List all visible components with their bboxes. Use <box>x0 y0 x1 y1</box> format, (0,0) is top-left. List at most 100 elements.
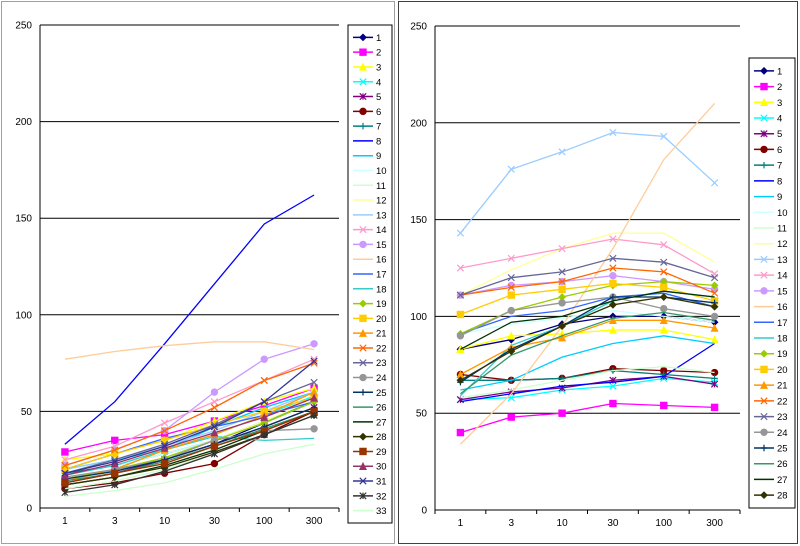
legend-label: 27 <box>376 417 387 428</box>
data-point-22 <box>660 268 668 276</box>
legend-label: 6 <box>777 145 782 156</box>
data-point-19 <box>710 281 719 290</box>
data-point-28 <box>609 300 617 309</box>
chart-right: 0 50 100 150 200 250 1 3 10 30 100 300 1 2 3 4 5 6 7 8 9 10 11… <box>398 1 798 544</box>
data-point-32 <box>310 411 318 419</box>
legend-entry-11: 11 <box>353 181 386 192</box>
legend-marker <box>760 444 768 452</box>
legend-marker <box>759 97 769 106</box>
legend-entry-17: 17 <box>754 318 788 329</box>
legend-label: 23 <box>777 412 788 423</box>
data-point-4 <box>609 382 617 390</box>
legend-label: 5 <box>376 92 381 103</box>
series-29 <box>61 407 318 487</box>
legend-entry-4: 4 <box>353 77 381 88</box>
legend-marker <box>359 240 367 249</box>
legend-entry-24: 24 <box>754 428 788 439</box>
series-24 <box>456 293 719 340</box>
legend-entry-28: 28 <box>353 432 387 443</box>
legend-entry-11: 11 <box>754 224 787 235</box>
series-32 <box>61 411 318 497</box>
data-point-24 <box>507 306 515 315</box>
legend-label: 24 <box>777 428 788 439</box>
series-27 <box>460 290 715 350</box>
data-point-22 <box>310 359 318 367</box>
legend-entry-14: 14 <box>754 271 788 282</box>
series-line-3 <box>64 387 315 461</box>
data-point-13 <box>660 132 668 140</box>
data-point-23 <box>660 258 668 266</box>
data-point-2 <box>558 409 566 417</box>
data-point-3 <box>608 325 617 334</box>
series-line-16 <box>64 341 315 360</box>
legend-entry-23: 23 <box>353 358 387 369</box>
legend-label: 19 <box>376 299 387 310</box>
legend-entry-28: 28 <box>754 491 788 502</box>
data-point-22 <box>210 403 219 412</box>
series-line-30 <box>64 397 315 476</box>
legend-entry-21: 21 <box>353 329 387 340</box>
data-point-22 <box>558 277 566 286</box>
series-line-22 <box>64 362 315 467</box>
legend-entry-17: 17 <box>353 270 387 281</box>
legend-entry-10: 10 <box>754 208 788 219</box>
legend-entry-27: 27 <box>754 475 788 486</box>
data-point-3 <box>710 335 719 344</box>
legend-label: 20 <box>376 314 387 325</box>
legend-entry-29: 29 <box>353 447 387 458</box>
data-point-31 <box>210 423 219 431</box>
series-line-21 <box>460 319 715 376</box>
series-line-24 <box>64 428 315 478</box>
legend-entry-23: 23 <box>754 412 788 423</box>
series-line-32 <box>64 414 315 494</box>
data-point-23 <box>710 274 719 282</box>
legend-label: 21 <box>376 329 387 340</box>
x-tick-label: 10 <box>557 518 569 529</box>
legend-label: 18 <box>376 284 387 295</box>
legend-entry-15: 15 <box>353 240 387 251</box>
series-line-3 <box>460 329 715 350</box>
data-point-30 <box>310 393 319 402</box>
series-31 <box>61 357 318 477</box>
legend-marker <box>359 373 367 382</box>
legend-marker <box>760 114 768 122</box>
x-tick-label: 30 <box>209 516 221 527</box>
data-point-7 <box>711 375 718 382</box>
legend-label: 8 <box>376 136 381 147</box>
data-point-28 <box>558 322 566 330</box>
legend-entry-20: 20 <box>754 365 788 376</box>
series-line-11 <box>460 366 715 399</box>
legend-label: 22 <box>376 343 387 354</box>
data-point-29 <box>61 479 69 487</box>
legend-entry-14: 14 <box>353 225 387 236</box>
y-tick-label: 50 <box>21 407 33 418</box>
data-point-2 <box>61 448 69 456</box>
legend-entry-19: 19 <box>754 349 788 360</box>
data-point-2 <box>609 399 617 408</box>
legend-marker <box>359 389 367 396</box>
series-line-23 <box>460 257 715 296</box>
series-line-8 <box>460 342 715 403</box>
legend-entry-20: 20 <box>353 314 387 325</box>
data-point-23 <box>456 291 465 299</box>
data-point-2 <box>456 428 465 437</box>
legend-marker <box>760 271 768 279</box>
legend-marker <box>759 380 769 389</box>
data-point-15 <box>210 388 219 396</box>
data-point-13 <box>710 179 719 187</box>
series-33 <box>64 443 315 498</box>
data-point-20 <box>609 279 617 288</box>
legend-marker <box>358 461 368 470</box>
legend-box <box>748 57 796 509</box>
legend-entry-26: 26 <box>353 403 387 414</box>
data-point-32 <box>61 488 69 497</box>
legend-entry-30: 30 <box>353 462 387 473</box>
legend-label: 29 <box>376 447 387 458</box>
x-tick-label: 3 <box>508 518 514 529</box>
series-line-33 <box>64 443 315 498</box>
chart-left: 0 50 100 150 200 250 1 3 10 30 100 300 1 2 3 4 5 6 7 8 9 10 11… <box>1 1 395 544</box>
y-tick-label: 150 <box>15 214 32 225</box>
legend-label: 11 <box>777 224 787 235</box>
data-point-22 <box>710 289 719 297</box>
